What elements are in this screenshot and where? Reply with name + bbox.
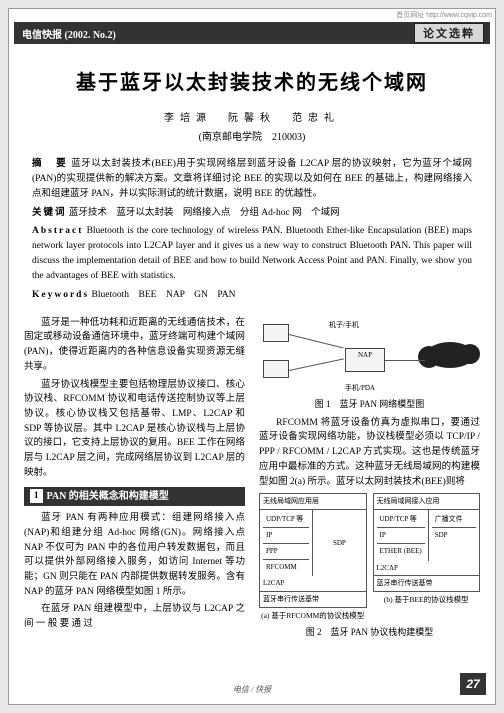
protocol-stack-b: 无线局域网接入应用 UDP/TCP 等 IP ETHER (BEE) 广播文件 …	[373, 493, 481, 592]
stack-cell: PPP	[263, 544, 309, 560]
abstract-en-text: Bluetooth is the core technology of wire…	[32, 226, 472, 282]
footer-logo: 电信 / 快报	[233, 684, 271, 695]
section-heading: 1 PAN 的相关概念和构建模型	[24, 487, 245, 507]
abstract-cn-text: 蓝牙以太封装技术(BEE)用于实现网络层到蓝牙设备 L2CAP 层的协议映射，它…	[32, 159, 472, 199]
stack-a-title: 无线局域网应用层	[260, 494, 366, 510]
abstract-en: Abstract Bluetooth is the core technolog…	[32, 224, 472, 285]
para-r1: RFCOMM 将蓝牙设备仿真为虚拟串口，要通过蓝牙设备实现网络功能，协议栈模型必…	[259, 416, 480, 490]
left-column: 蓝牙是一种低功耗和近距离的无线通信技术，在固定或移动设备通信环境中，蓝牙终端可构…	[24, 316, 245, 644]
cloud-icon	[426, 342, 474, 368]
fig1-label-top: 机子/手机	[329, 320, 359, 331]
page-number: 27	[460, 673, 486, 695]
stack-b-title: 无线局域网接入应用	[374, 494, 480, 510]
keywords-en-label: Keywords	[32, 290, 89, 300]
stack-cell: UDP/TCP 等	[263, 512, 309, 528]
para-l4: 在蓝牙 PAN 组建模型中，上层协议与 L2CAP 之 间 一 般 要 通 过	[24, 602, 245, 631]
pc-icon	[263, 360, 289, 378]
stack-cell: RFCOMM	[263, 560, 309, 575]
stack-cell: 蓝牙串行传送基带	[260, 592, 366, 607]
link-line	[289, 334, 344, 349]
keywords-cn-text: 蓝牙技术 蓝牙以太封装 网络接入点 分组 Ad-hoc 网 个域网	[69, 208, 340, 218]
journal-title: 电信快报 (2002. No.2)	[22, 26, 116, 41]
protocol-stack-a: 无线局域网应用层 UDP/TCP 等 IP PPP RFCOMM SDP L2C…	[259, 493, 367, 608]
keywords-cn-label: 关键词	[32, 208, 67, 218]
abstract-cn-label: 摘 要	[32, 159, 68, 169]
nap-node: NAP	[345, 348, 385, 372]
affiliation: (南京邮电学院 210003)	[18, 128, 486, 143]
stack-cell: 蓝牙串行传送基带	[374, 576, 480, 591]
abstract-cn: 摘 要 蓝牙以太封装技术(BEE)用于实现网络层到蓝牙设备 L2CAP 层的协议…	[32, 157, 472, 203]
stack-cell: SDP	[432, 528, 476, 543]
keywords-cn: 关键词 蓝牙技术 蓝牙以太封装 网络接入点 分组 Ad-hoc 网 个域网	[32, 206, 472, 221]
right-column: NAP 机子/手机 手机/PDA 图 1 蓝牙 PAN 网络模型图 RFCOMM…	[259, 316, 480, 644]
para-l3: 蓝牙 PAN 有两种应用模式：组建网络接入点(NAP)和组建分组 Ad-hoc …	[24, 511, 245, 599]
stack-cell: UDP/TCP 等	[377, 512, 425, 528]
stack-cell: 广播文件	[432, 512, 476, 528]
abstract-en-label: Abstract	[32, 226, 83, 236]
figure-2-caption: 图 2 蓝牙 PAN 协议栈构建模型	[259, 626, 480, 640]
fig2a-caption: (a) 基于RFCOMM的协议栈模型	[259, 610, 367, 622]
figure-1-caption: 图 1 蓝牙 PAN 网络模型图	[259, 398, 480, 412]
link-line	[385, 360, 425, 361]
stack-cell: ETHER (BEE)	[377, 544, 425, 559]
stack-cell: L2CAP	[374, 561, 480, 577]
fig1-label-bottom: 手机/PDA	[345, 383, 375, 394]
figure-1: NAP 机子/手机 手机/PDA	[259, 320, 480, 394]
abstract-block: 摘 要 蓝牙以太封装技术(BEE)用于实现网络层到蓝牙设备 L2CAP 层的协议…	[18, 157, 486, 303]
fig2b-caption: (b) 基于BEE的协议栈模型	[373, 594, 481, 606]
paper-title: 基于蓝牙以太封装技术的无线个域网	[18, 66, 486, 95]
stack-cell: IP	[263, 528, 309, 544]
figure-2: 无线局域网应用层 UDP/TCP 等 IP PPP RFCOMM SDP L2C…	[259, 493, 480, 622]
header-bar: 电信快报 (2002. No.2) 论文选粹	[14, 22, 490, 44]
section-title: PAN 的相关概念和构建模型	[47, 489, 169, 505]
stack-cell: L2CAP	[260, 576, 366, 592]
section-badge: 论文选粹	[414, 23, 484, 43]
source-url: 首页网址 http://www.cqvip.com	[396, 10, 492, 20]
stack-cell: IP	[377, 528, 425, 544]
stack-cell: SDP	[313, 510, 365, 576]
keywords-en: Keywords Bluetooth BEE NAP GN PAN	[32, 288, 472, 303]
page-body: 基于蓝牙以太封装技术的无线个域网 李培源 阮馨秋 范忠礼 (南京邮电学院 210…	[14, 48, 490, 699]
link-line	[289, 358, 344, 371]
pc-icon	[263, 324, 289, 342]
keywords-en-text: Bluetooth BEE NAP GN PAN	[92, 290, 236, 300]
authors: 李培源 阮馨秋 范忠礼	[18, 109, 486, 124]
para-l2: 蓝牙协议栈模型主要包括物理层协议接口、核心协议栈、RFCOMM 协议和电话传送控…	[24, 378, 245, 481]
para-l1: 蓝牙是一种低功耗和近距离的无线通信技术，在固定或移动设备通信环境中，蓝牙终端可构…	[24, 316, 245, 375]
two-column-body: 蓝牙是一种低功耗和近距离的无线通信技术，在固定或移动设备通信环境中，蓝牙终端可构…	[18, 306, 486, 644]
section-number: 1	[30, 489, 43, 503]
